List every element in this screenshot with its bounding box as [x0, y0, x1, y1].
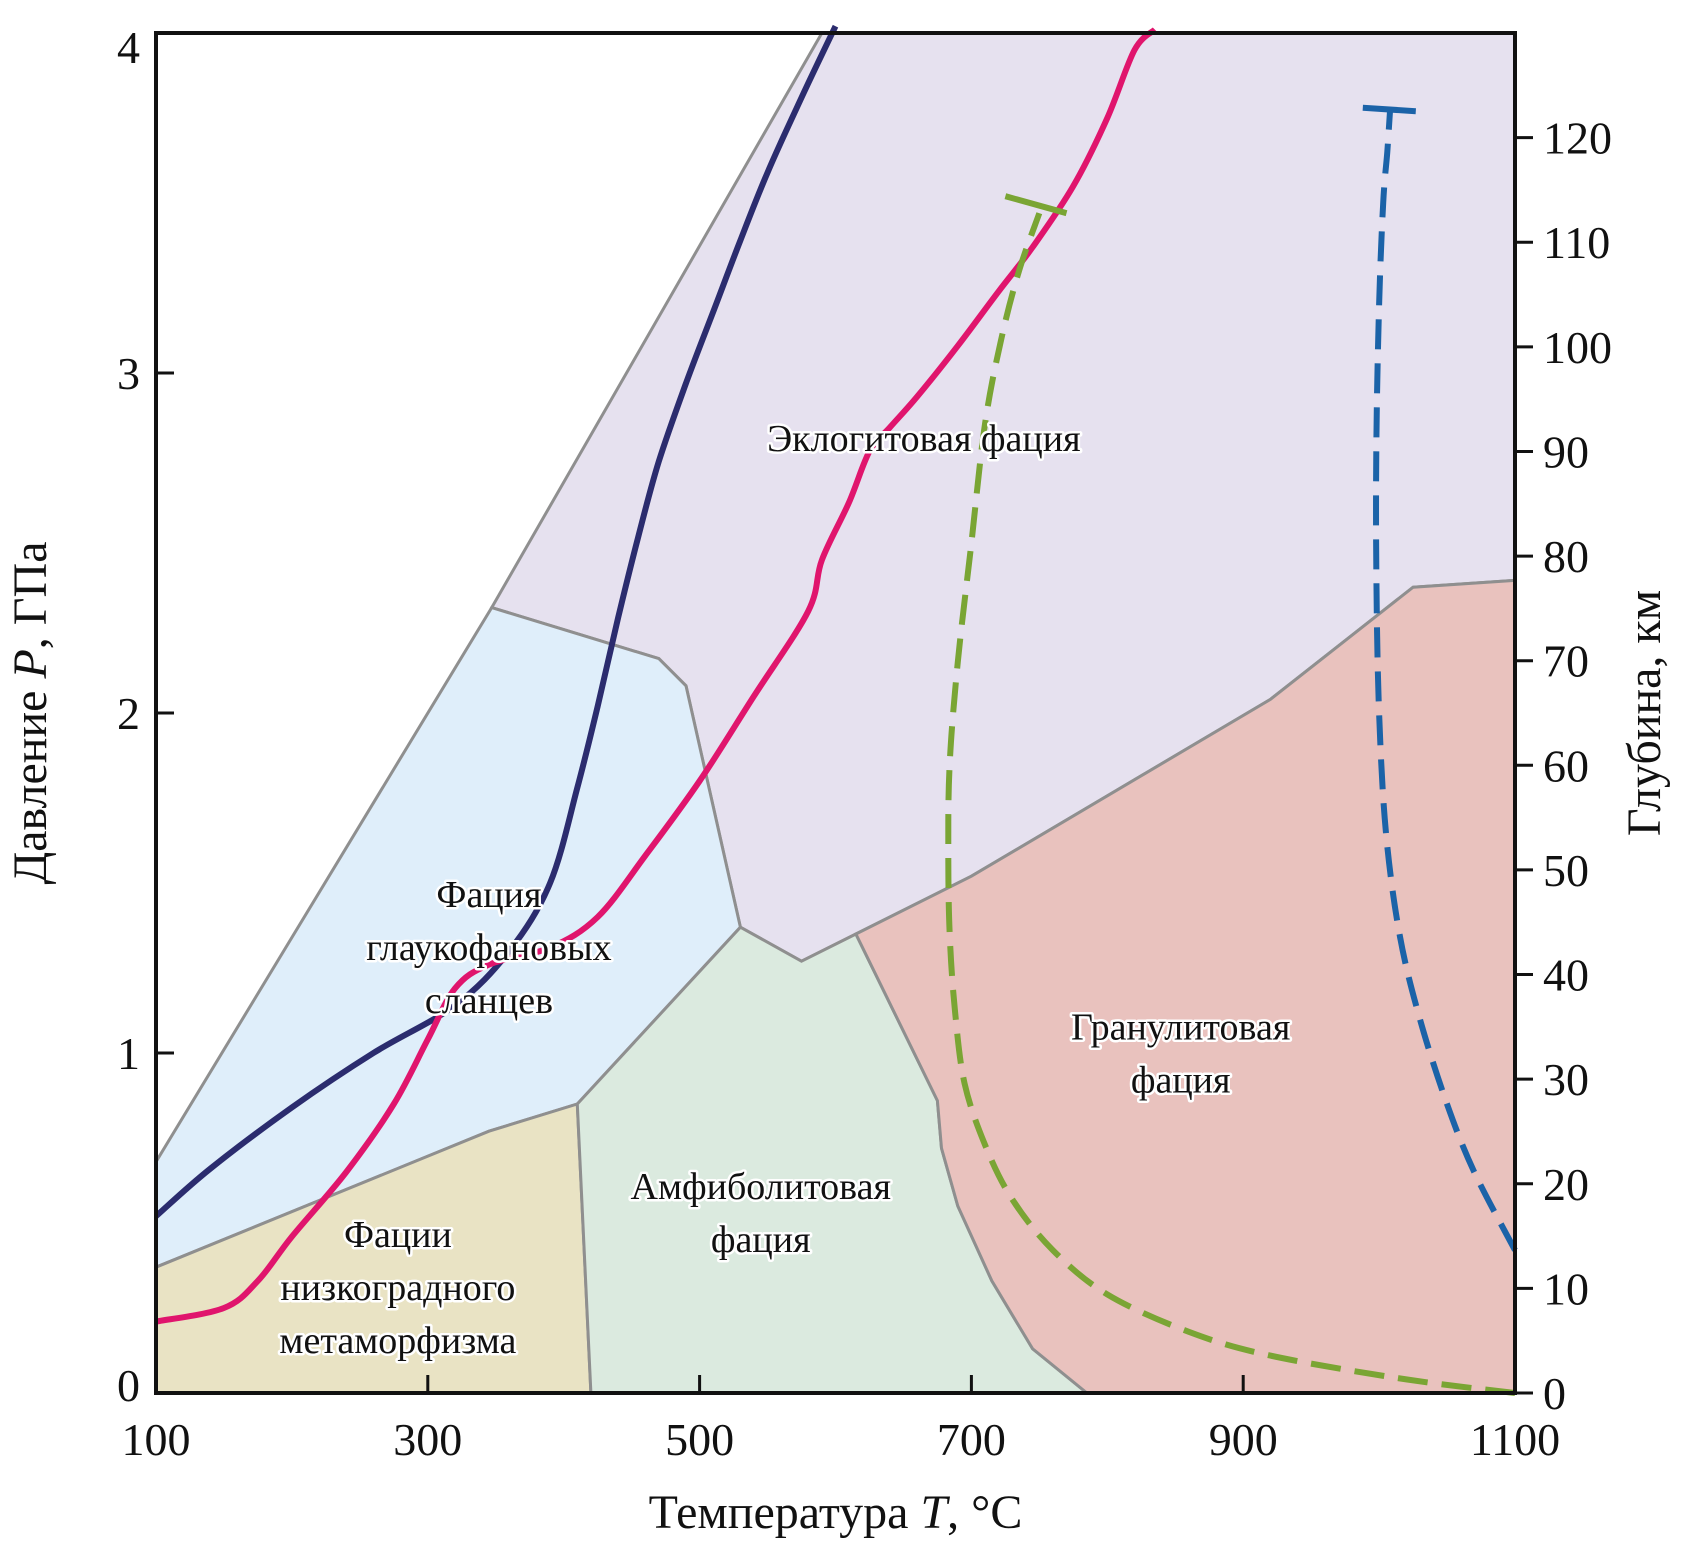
x-axis-title: Температура T, °C — [649, 1486, 1023, 1539]
y-axis-title: Давление P, ГПа — [4, 541, 57, 884]
region-label-line: Фация — [436, 874, 541, 916]
x-tick-label: 900 — [1209, 1414, 1278, 1465]
x-tick-label: 700 — [937, 1414, 1006, 1465]
x-tick-label: 300 — [393, 1414, 462, 1465]
y-tick-label: 3 — [117, 348, 140, 399]
y2-axis-title: Глубина, км — [1618, 590, 1671, 836]
y-tick-label: 0 — [117, 1360, 140, 1411]
y2-tick-label: 10 — [1543, 1263, 1589, 1314]
y2-tick-label: 90 — [1543, 426, 1589, 477]
x-tick-label: 1100 — [1470, 1414, 1560, 1465]
y-axis-title-prefix: Давление — [4, 679, 57, 885]
y2-tick-label: 60 — [1543, 740, 1589, 791]
region-label-line: глаукофановых — [366, 927, 611, 969]
y2-tick-label: 30 — [1543, 1054, 1589, 1105]
region-label-amphibolite: Амфиболитовая фация — [631, 1166, 891, 1261]
region-label-line: низкоградного — [280, 1267, 515, 1309]
region-label-line: Фации — [344, 1214, 452, 1256]
region-label-line: Эклогитовая фация — [767, 418, 1080, 460]
x-tick-label: 100 — [122, 1414, 191, 1465]
y-tick-label: 2 — [117, 688, 140, 739]
facies-labels: Эклогитовая фация Фация глаукофановых сланц… — [277, 416, 1293, 1365]
endcap-blue — [1362, 104, 1416, 115]
pt-paths — [154, 24, 1518, 1396]
series-line-green — [945, 212, 1516, 1396]
y2-tick-label: 20 — [1543, 1159, 1589, 1210]
y2-tick-label: 50 — [1543, 845, 1589, 896]
y-tick-label: 1 — [117, 1028, 140, 1079]
region-label-line: метаморфизма — [279, 1320, 516, 1362]
series-line-blue — [1373, 110, 1518, 1252]
y2-tick-label: 100 — [1543, 322, 1612, 373]
region-label-line: Амфиболитовая — [631, 1166, 891, 1208]
region-label-lowgrade: Фации низкоградного метаморфизма — [279, 1214, 516, 1362]
endcap-green — [1004, 193, 1068, 217]
region-label-line: Гранулитовая — [1071, 1006, 1290, 1048]
axes: 100 300 500 700 900 1100012340102030405060708… — [117, 22, 1612, 1465]
y2-tick-label: 0 — [1543, 1368, 1566, 1419]
region-label-line: сланцев — [425, 980, 553, 1022]
y2-tick-label: 70 — [1543, 636, 1589, 687]
y-axis-title-suffix: , ГПа — [4, 541, 57, 649]
y2-tick-label: 110 — [1543, 217, 1610, 268]
y-tick-label: 4 — [117, 22, 140, 73]
x-axis-title-var: T — [920, 1486, 950, 1539]
region-label-blueschist: Фация глаукофановых сланцев — [366, 874, 611, 1022]
region-label-granulite: Гранулитовая фация — [1071, 1006, 1290, 1101]
region-label-line: фация — [1131, 1059, 1231, 1101]
series-line-navy — [154, 24, 839, 1219]
y-axis-title-var: P — [4, 649, 57, 679]
x-tick-label: 500 — [665, 1414, 734, 1465]
x-axis-title-suffix: , °C — [947, 1486, 1022, 1539]
x-axis-title-prefix: Температура — [649, 1486, 921, 1539]
region-label-eclogite: Эклогитовая фация — [767, 418, 1080, 460]
y2-tick-label: 40 — [1543, 950, 1589, 1001]
y2-tick-label: 120 — [1543, 113, 1612, 164]
region-label-line: фация — [711, 1219, 811, 1261]
y2-tick-label: 80 — [1543, 531, 1589, 582]
